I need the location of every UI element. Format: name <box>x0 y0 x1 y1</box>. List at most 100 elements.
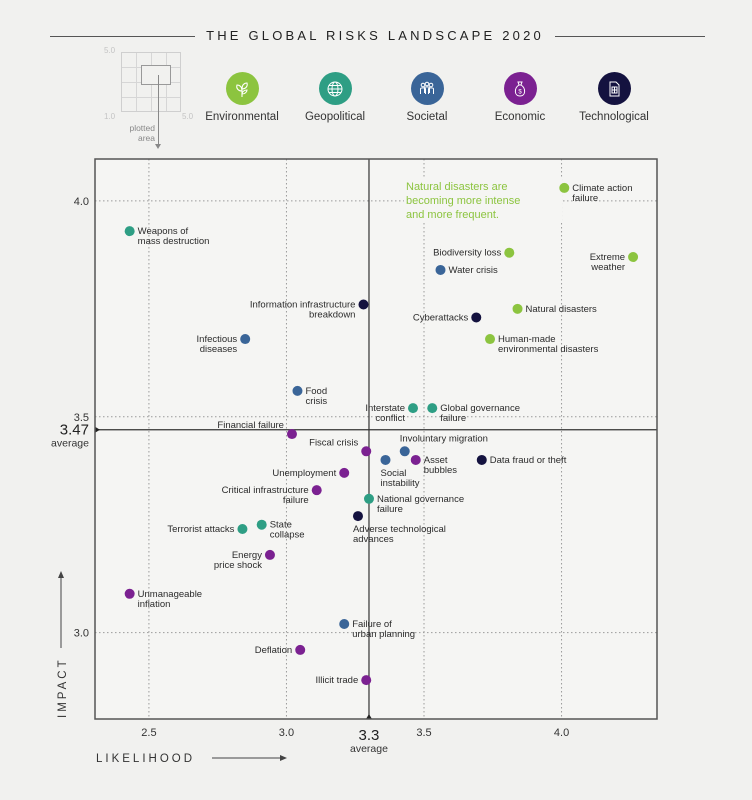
risk-label: diseases <box>200 344 238 355</box>
risk-point: Water crisis <box>435 264 499 276</box>
risk-dot <box>292 385 303 396</box>
risk-dot <box>295 644 306 655</box>
risk-label: collapse <box>270 530 305 541</box>
x-average-value: 3.3 <box>359 727 380 744</box>
risk-label: Illicit trade <box>315 675 358 686</box>
mini-bottom-right-label: 5.0 <box>182 112 194 121</box>
risk-label: failure <box>283 495 309 506</box>
y-axis-title: IMPACT <box>57 657 69 718</box>
risk-dot <box>476 454 487 465</box>
average-lines <box>95 159 657 719</box>
risk-point: Biodiversity loss <box>433 247 515 259</box>
x-average-marker-icon <box>365 714 372 719</box>
risk-dot <box>124 588 135 599</box>
risk-dot <box>237 524 248 535</box>
annotation-line: becoming more intense <box>406 195 520 207</box>
risk-dot <box>471 312 482 323</box>
risk-dot <box>435 264 446 275</box>
risk-label: instability <box>380 478 419 489</box>
legend-label: Environmental <box>205 111 279 123</box>
risk-point: Natural disasters <box>512 303 598 315</box>
x-arrowhead-icon <box>280 755 287 761</box>
risk-label: Adverse technological <box>353 524 446 535</box>
risk-label: Food <box>305 386 327 397</box>
risk-dot <box>410 454 421 465</box>
annotation: Natural disasters are becoming more inten… <box>404 177 562 223</box>
legend-label: Technological <box>579 111 649 123</box>
risk-label: Information infrastructure <box>250 300 356 311</box>
risk-dot <box>339 467 350 478</box>
risk-dot <box>399 446 410 457</box>
plotted-area-diagram: 5.0 1.0 5.0 plotted area <box>95 40 205 155</box>
risk-label: Deflation <box>255 645 293 656</box>
risk-dot <box>124 226 135 237</box>
mini-bottom-left-label: 1.0 <box>104 112 116 121</box>
risk-label: Weapons of <box>138 226 189 237</box>
legend: Environmental Geopolitical Societal $ Ec… <box>0 72 752 132</box>
mini-arrow <box>158 75 159 147</box>
risk-label: Biodiversity loss <box>433 248 501 259</box>
y-average-marker-icon <box>95 426 100 433</box>
legend-label: Societal <box>406 111 448 123</box>
risk-label: Energy <box>232 550 262 561</box>
annotation-line: and more frequent. <box>406 209 499 221</box>
risk-dot <box>407 403 418 414</box>
risk-label: Interstate <box>365 403 405 414</box>
risk-label: Extreme <box>590 252 625 263</box>
risk-label: bubbles <box>424 465 458 476</box>
legend-label: Geopolitical <box>304 111 366 123</box>
risk-point: Cyberattacks <box>413 312 482 323</box>
risk-dot <box>504 247 515 258</box>
risk-label: Climate action <box>572 183 632 194</box>
mini-top-label: 5.0 <box>104 46 116 55</box>
risk-label: failure <box>377 504 403 515</box>
annotation-background <box>404 177 562 223</box>
risk-dot <box>628 252 639 263</box>
risk-dot <box>485 334 496 345</box>
risk-label: environmental disasters <box>498 344 599 355</box>
risk-label: Human-made <box>498 334 556 345</box>
sim-card-icon <box>597 72 631 105</box>
legend-label: Economic <box>494 111 546 123</box>
risk-label: Terrorist attacks <box>167 524 234 535</box>
mini-arrowhead-icon <box>155 144 161 149</box>
chart-title: THE GLOBAL RISKS LANDSCAPE 2020 <box>206 28 544 43</box>
risk-label: National governance <box>377 494 464 505</box>
x-average-sublabel: average <box>350 743 388 755</box>
risk-label: Infectious <box>197 334 238 345</box>
risk-label: Asset <box>424 455 448 466</box>
svg-text:$: $ <box>518 89 522 95</box>
y-arrowhead-icon <box>58 571 64 578</box>
risk-label: Unmanageable <box>138 589 202 600</box>
x-tick-label: 3.0 <box>279 727 294 739</box>
risk-dot <box>286 429 297 440</box>
leaf-icon <box>225 72 259 105</box>
risk-dot <box>427 403 438 414</box>
risk-dot <box>256 519 267 530</box>
risk-label: conflict <box>375 413 405 424</box>
risk-dot <box>358 299 369 310</box>
legend-item-environmental: Environmental <box>192 72 292 123</box>
risk-label: Water crisis <box>449 265 499 276</box>
risk-label: Unemployment <box>272 468 336 479</box>
y-average-value: 3.47 <box>60 422 89 439</box>
risk-label: Failure of <box>352 619 392 630</box>
risk-dot <box>339 619 350 630</box>
risk-label: Fiscal crisis <box>309 437 358 448</box>
risk-point: Illicit trade <box>315 675 372 686</box>
risk-dot <box>311 485 322 496</box>
risk-label: Natural disasters <box>526 304 598 315</box>
risk-point: Fiscal crisis <box>309 437 372 457</box>
risk-label: breakdown <box>309 310 355 321</box>
risk-dot <box>361 446 372 457</box>
